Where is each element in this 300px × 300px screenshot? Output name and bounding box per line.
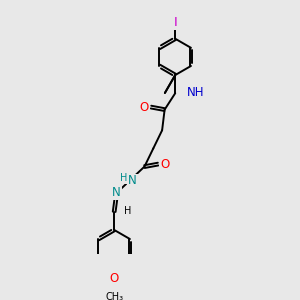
Text: I: I <box>173 16 177 29</box>
Text: CH₃: CH₃ <box>105 292 123 300</box>
Text: H: H <box>120 173 128 184</box>
Text: N: N <box>128 175 137 188</box>
Text: H: H <box>124 206 131 215</box>
Text: O: O <box>110 272 119 285</box>
Text: O: O <box>140 100 149 114</box>
Text: NH: NH <box>187 86 204 99</box>
Text: N: N <box>112 186 121 200</box>
Text: O: O <box>160 158 169 171</box>
